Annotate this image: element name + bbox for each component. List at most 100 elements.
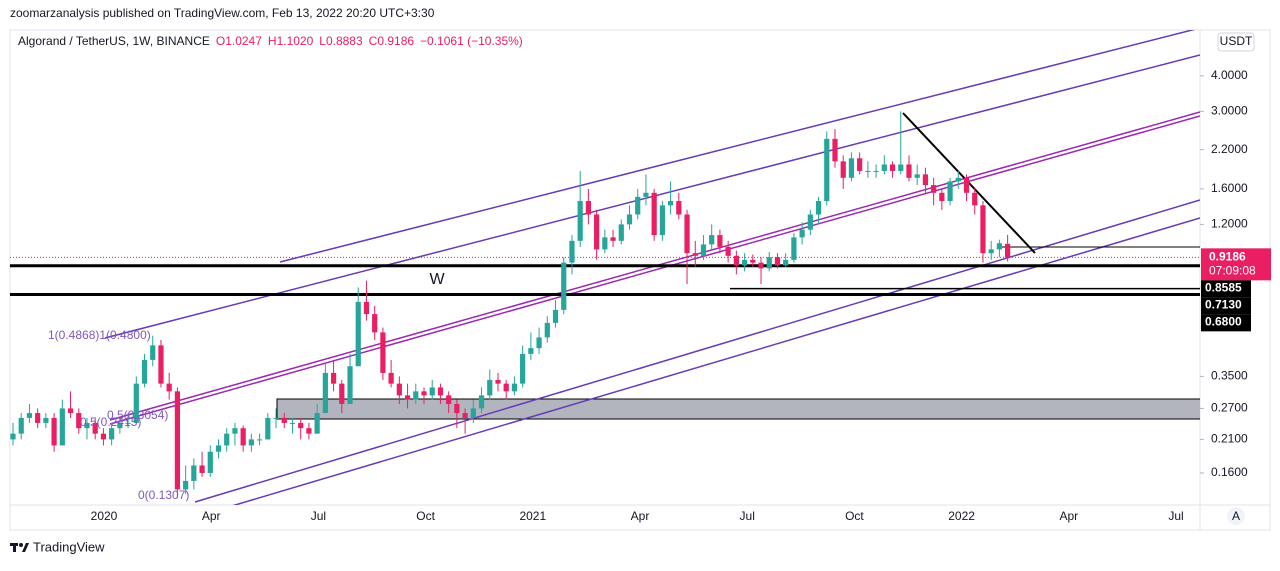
candle-body (339, 383, 345, 404)
candle-body (248, 439, 254, 446)
y-tick-label: 4.0000 (1211, 68, 1248, 82)
y-tick-label: 0.2700 (1211, 401, 1248, 415)
candle-body (100, 433, 107, 440)
y-tick-label: 0.2100 (1211, 432, 1248, 446)
publisher: zoomarzanalysis published on TradingView… (10, 6, 435, 20)
candle-body (766, 257, 772, 269)
frame (9, 29, 1271, 531)
candle-body (92, 422, 98, 434)
candle-body (602, 237, 608, 250)
x-tick-label: Oct (845, 509, 864, 523)
candle-body (577, 201, 583, 241)
candle-body (454, 403, 460, 414)
brand-logo (10, 543, 29, 552)
candle-body (618, 224, 624, 241)
candle-body (881, 164, 887, 171)
symbol: Algorand / TetherUS, 1W, BINANCE (18, 34, 210, 48)
candle-body (848, 158, 855, 178)
channel-line (109, 115, 1200, 425)
y-tick-label: 2.2000 (1211, 142, 1248, 156)
price-line-label: 0.7130 (1205, 298, 1242, 312)
candle-body (191, 465, 197, 481)
candle-body (939, 192, 945, 202)
candle-body (429, 387, 435, 396)
candle-body (889, 164, 896, 171)
price-axis: 4.0000 3.0000 2.2000 1.6000 1.2000 0.3500 0.27… (1200, 68, 1271, 479)
candle-body (372, 314, 378, 333)
currency-button[interactable] (1217, 32, 1255, 52)
plot-area (10, 30, 1200, 505)
candle-body (35, 413, 41, 423)
candle-body (996, 243, 1002, 250)
currency-label[interactable]: USDT (1220, 34, 1253, 48)
candle-body (158, 345, 164, 384)
candle-body (281, 417, 287, 423)
candle-body (733, 255, 739, 266)
candle-body (585, 201, 591, 215)
candle-body (298, 422, 304, 429)
x-tick-label: 2022 (948, 509, 975, 523)
price-line-box (1201, 297, 1251, 315)
candle-body (536, 337, 542, 349)
candle-body (857, 158, 863, 171)
candle-body (610, 237, 616, 241)
candle-body (166, 383, 172, 392)
candle-body (59, 408, 65, 446)
candle-body (446, 395, 452, 404)
candle-body (865, 170, 871, 172)
legend-item: L0.8883 (319, 34, 363, 48)
candle-body (109, 428, 115, 440)
candle-body (462, 413, 468, 418)
candle-body (750, 259, 756, 263)
candle-body (774, 257, 781, 266)
price-line-label: 0.6800 (1205, 315, 1242, 329)
candle-body (421, 391, 427, 396)
candle-body (832, 138, 838, 162)
candle-body (322, 372, 328, 414)
candle-body (314, 413, 320, 434)
candle-body (396, 383, 402, 396)
candle-body (972, 192, 978, 206)
candle-body (898, 164, 904, 171)
candle-body (347, 366, 353, 404)
candle-body (257, 439, 263, 441)
candle-body (503, 383, 509, 392)
candle-body (306, 428, 312, 434)
candle-body (659, 205, 665, 236)
candle-body (207, 451, 213, 473)
candle-body (741, 259, 748, 266)
candle-body (404, 395, 411, 400)
auto-scale-button[interactable] (1227, 507, 1245, 525)
candle-body (528, 348, 534, 354)
legend: Algorand / TetherUS, 1W, BINANCE O1.0247 H… (18, 34, 523, 48)
x-tick-label: 2020 (91, 509, 118, 523)
y-tick-label: 1.2000 (1211, 217, 1248, 231)
candle-body (18, 417, 24, 434)
channel-line (232, 217, 1200, 505)
candle-body (224, 433, 230, 446)
candle-body (51, 417, 57, 446)
candle-body (684, 214, 690, 254)
candle-body (26, 413, 33, 418)
candle-body (511, 383, 518, 392)
candle-body (824, 138, 830, 202)
candle-body (799, 229, 805, 238)
candle-body (520, 353, 526, 384)
candle-body (980, 205, 986, 254)
candle-body (963, 177, 970, 193)
candle-body (840, 161, 846, 178)
candle-body (265, 417, 271, 440)
auto-scale-label[interactable]: A (1232, 509, 1240, 523)
x-tick-label: Apr (202, 509, 221, 523)
candle-body (10, 433, 16, 440)
x-tick-label: 2021 (519, 509, 546, 523)
x-tick-label: Oct (416, 509, 435, 523)
candle-body (709, 235, 715, 245)
candle-body (174, 391, 180, 490)
candle-body (133, 383, 139, 423)
candle-body (668, 201, 674, 206)
x-tick-label: Jul (740, 509, 755, 523)
candle-body (725, 246, 731, 256)
candle-body (791, 237, 797, 260)
